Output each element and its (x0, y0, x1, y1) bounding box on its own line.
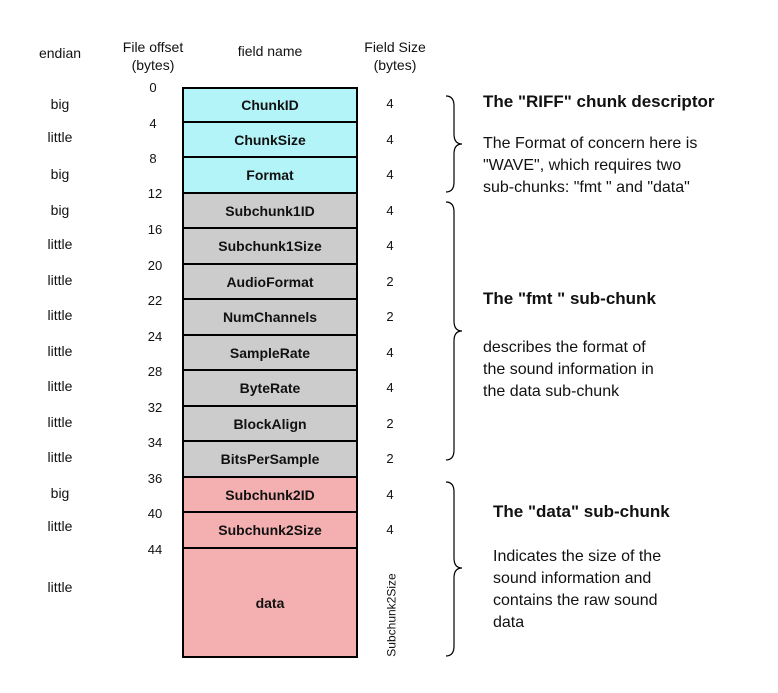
offset-label: 12 (147, 186, 163, 201)
field-subchunk1-size: Subchunk1Size (182, 227, 358, 265)
offset-label: 0 (149, 80, 157, 95)
field-size-label: 4 (386, 487, 394, 502)
endian-label: little (47, 129, 73, 145)
field-size-label: 4 (386, 96, 394, 111)
offset-label: 40 (147, 506, 163, 521)
field-num-channels: NumChannels (182, 298, 358, 336)
endian-label: little (47, 378, 73, 394)
offset-label: 20 (147, 258, 163, 273)
endian-label: big (50, 166, 70, 182)
endian-label: little (47, 343, 73, 359)
field-size-label: 4 (386, 167, 394, 182)
field-size-vertical-label: Subchunk2Size (380, 560, 404, 670)
field-subchunk2-id: Subchunk2ID (182, 476, 358, 513)
offset-label: 28 (147, 364, 163, 379)
section-desc-data: Indicates the size of the sound informat… (493, 546, 661, 634)
field-size-label: 2 (386, 416, 394, 431)
section-desc-line: contains the raw sound (493, 592, 658, 609)
field-size-label: 4 (386, 238, 394, 253)
header-endian: endian (38, 45, 82, 61)
section-desc-line: the data sub-chunk (483, 383, 620, 400)
section-desc-line: sub-chunks: "fmt " and "data" (483, 179, 690, 196)
offset-label: 8 (149, 151, 157, 166)
endian-label: big (50, 202, 70, 218)
offset-label: 24 (147, 329, 163, 344)
section-desc-line: the sound information in (483, 361, 654, 378)
endian-label: big (50, 96, 70, 112)
field-size-label: 2 (386, 451, 394, 466)
field-size-label: 4 (386, 380, 394, 395)
field-size-label: 4 (386, 132, 394, 147)
field-audio-format: AudioFormat (182, 263, 358, 300)
header-file-offset-line1: File offset (122, 39, 184, 55)
field-format: Format (182, 156, 358, 194)
section-desc-fmt: describes the format of the sound inform… (483, 337, 654, 403)
endian-label: little (47, 236, 73, 252)
section-title-riff: The "RIFF" chunk descriptor (483, 92, 715, 111)
field-sample-rate: SampleRate (182, 334, 358, 371)
endian-label: little (47, 307, 73, 323)
field-size-label: 4 (386, 203, 394, 218)
offset-label: 34 (147, 435, 163, 450)
field-block-align: BlockAlign (182, 405, 358, 442)
endian-label: big (50, 485, 70, 501)
field-size-label: 4 (386, 522, 394, 537)
section-desc-line: describes the format of (483, 339, 646, 356)
field-bits-per-sample: BitsPerSample (182, 440, 358, 478)
endian-label: little (47, 449, 73, 465)
field-size-label: 2 (386, 309, 394, 324)
section-desc-line: sound information and (493, 570, 652, 587)
header-field-size-line1: Field Size (364, 39, 426, 55)
field-subchunk2-size: Subchunk2Size (182, 511, 358, 549)
offset-label: 16 (147, 222, 163, 237)
field-size-label: 4 (386, 345, 394, 360)
field-byte-rate: ByteRate (182, 369, 358, 407)
endian-label: little (47, 272, 73, 288)
brace-fmt (445, 201, 463, 461)
section-title-data: The "data" sub-chunk (493, 502, 670, 521)
section-desc-riff: The Format of concern here is "WAVE", wh… (483, 133, 697, 199)
header-field-size-line2: (bytes) (373, 57, 417, 73)
field-size-data-label: Subchunk2Size (385, 573, 400, 657)
endian-label: little (47, 579, 73, 595)
offset-label: 4 (149, 116, 157, 131)
field-chunk-id: ChunkID (182, 87, 358, 123)
offset-label: 36 (147, 471, 163, 486)
header-field-size: Field Size (bytes) (350, 38, 440, 74)
offset-label: 44 (147, 542, 163, 557)
endian-label: little (47, 414, 73, 430)
brace-riff (445, 95, 463, 193)
field-chunk-size: ChunkSize (182, 121, 358, 158)
field-subchunk1-id: Subchunk1ID (182, 192, 358, 229)
section-desc-line: data (493, 614, 525, 631)
offset-label: 32 (147, 400, 163, 415)
header-file-offset: File offset (bytes) (112, 38, 194, 74)
field-size-label: 2 (386, 274, 394, 289)
brace-data (445, 481, 463, 657)
section-title-fmt: The "fmt " sub-chunk (483, 289, 656, 308)
section-desc-line: The Format of concern here is (483, 135, 698, 152)
offset-label: 22 (147, 293, 163, 308)
header-file-offset-line2: (bytes) (131, 57, 175, 73)
section-desc-line: Indicates the size of the (493, 548, 662, 565)
section-desc-line: "WAVE", which requires two (483, 157, 682, 174)
header-field-name: field name (237, 43, 303, 59)
endian-label: little (47, 518, 73, 534)
field-data: data (182, 547, 358, 658)
